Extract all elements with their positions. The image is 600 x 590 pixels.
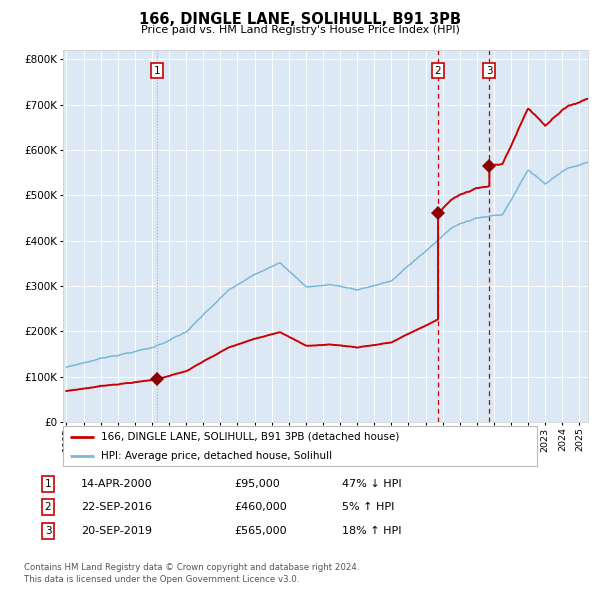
Text: £95,000: £95,000 [234,479,280,489]
Text: 22-SEP-2016: 22-SEP-2016 [81,503,152,512]
Text: 2: 2 [44,503,52,512]
Text: 18% ↑ HPI: 18% ↑ HPI [342,526,401,536]
Text: HPI: Average price, detached house, Solihull: HPI: Average price, detached house, Soli… [101,451,332,461]
Text: £460,000: £460,000 [234,503,287,512]
Text: Price paid vs. HM Land Registry's House Price Index (HPI): Price paid vs. HM Land Registry's House … [140,25,460,35]
Text: 166, DINGLE LANE, SOLIHULL, B91 3PB (detached house): 166, DINGLE LANE, SOLIHULL, B91 3PB (det… [101,432,399,442]
Text: 3: 3 [44,526,52,536]
Text: 1: 1 [154,65,160,76]
Text: 47% ↓ HPI: 47% ↓ HPI [342,479,401,489]
Text: 3: 3 [486,65,493,76]
Text: 2: 2 [435,65,442,76]
Text: Contains HM Land Registry data © Crown copyright and database right 2024.
This d: Contains HM Land Registry data © Crown c… [24,563,359,584]
Text: 5% ↑ HPI: 5% ↑ HPI [342,503,394,512]
Text: £565,000: £565,000 [234,526,287,536]
Text: 166, DINGLE LANE, SOLIHULL, B91 3PB: 166, DINGLE LANE, SOLIHULL, B91 3PB [139,12,461,27]
Text: 14-APR-2000: 14-APR-2000 [81,479,152,489]
Text: 20-SEP-2019: 20-SEP-2019 [81,526,152,536]
Text: 1: 1 [44,479,52,489]
